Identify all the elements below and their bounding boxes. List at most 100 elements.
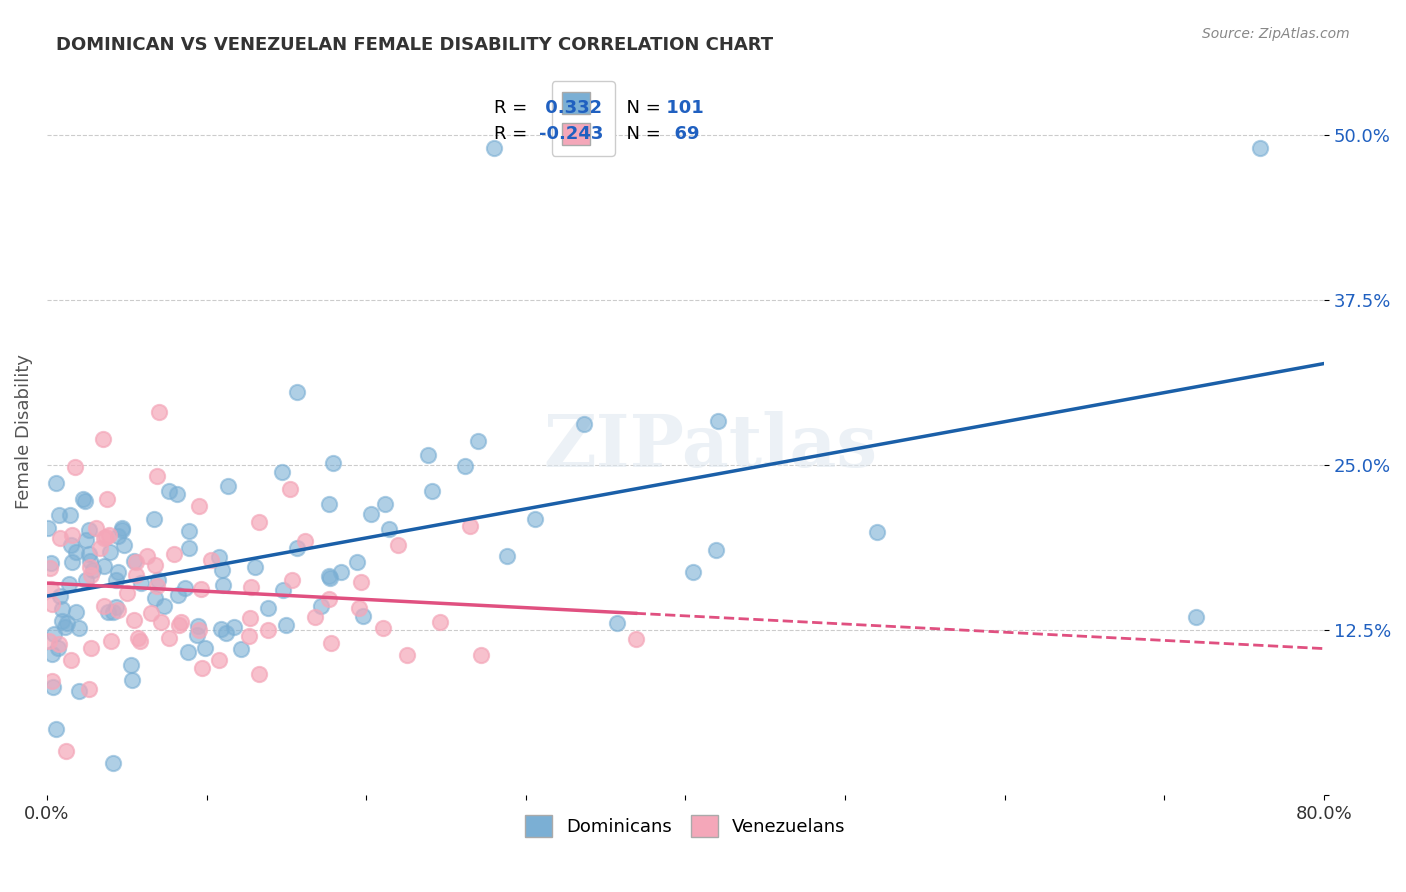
Dominicans [51, 614, 73, 628]
Venezuelans [39, 561, 62, 575]
Dominicans [112, 538, 135, 552]
Venezuelans [146, 468, 169, 483]
Dominicans [186, 628, 208, 642]
Text: 101: 101 [659, 100, 703, 118]
Dominicans [75, 573, 97, 587]
Venezuelans [170, 615, 193, 630]
Venezuelans [93, 599, 115, 614]
Dominicans [495, 549, 517, 564]
Dominicans [209, 623, 232, 637]
Dominicans [124, 554, 146, 568]
Dominicans [524, 512, 547, 526]
Dominicans [120, 658, 142, 673]
Dominicans [121, 673, 143, 687]
Dominicans [42, 680, 65, 694]
Venezuelans [89, 541, 111, 555]
Dominicans [55, 615, 77, 630]
Venezuelans [239, 611, 262, 625]
Dominicans [75, 533, 97, 548]
Dominicans [285, 385, 308, 400]
Venezuelans [41, 673, 63, 688]
Venezuelans [169, 618, 191, 632]
Venezuelans [94, 531, 117, 545]
Venezuelans [80, 641, 103, 656]
Venezuelans [100, 633, 122, 648]
Dominicans [82, 563, 104, 577]
Venezuelans [318, 592, 340, 607]
Text: -0.243: -0.243 [538, 125, 603, 143]
Dominicans [101, 756, 124, 770]
Venezuelans [129, 633, 152, 648]
Dominicans [454, 458, 477, 473]
Venezuelans [148, 405, 170, 419]
Text: R =: R = [494, 125, 533, 143]
Dominicans [222, 619, 245, 633]
Venezuelans [143, 558, 166, 572]
Dominicans [271, 465, 294, 479]
Dominicans [287, 541, 309, 556]
Dominicans [60, 538, 83, 552]
Dominicans [330, 566, 353, 580]
Venezuelans [39, 582, 62, 596]
Dominicans [682, 565, 704, 579]
Dominicans [212, 578, 235, 592]
Dominicans [152, 599, 174, 613]
Dominicans [416, 448, 439, 462]
Dominicans [176, 645, 198, 659]
Dominicans [360, 507, 382, 521]
Text: N =: N = [616, 125, 666, 143]
Venezuelans [139, 607, 162, 621]
Text: ZIPatlas: ZIPatlas [544, 411, 877, 482]
Venezuelans [135, 549, 157, 563]
Venezuelans [188, 499, 211, 513]
Dominicans [217, 479, 239, 493]
Dominicans [420, 483, 443, 498]
Text: R =: R = [494, 100, 533, 118]
Dominicans [37, 521, 59, 535]
Dominicans [574, 417, 596, 432]
Dominicans [107, 565, 129, 579]
Dominicans [605, 615, 627, 630]
Dominicans [319, 572, 342, 586]
Venezuelans [247, 515, 270, 529]
Dominicans [174, 581, 197, 595]
Venezuelans [188, 623, 211, 637]
Dominicans [179, 524, 201, 539]
Dominicans [374, 497, 396, 511]
Text: DOMINICAN VS VENEZUELAN FEMALE DISABILITY CORRELATION CHART: DOMINICAN VS VENEZUELAN FEMALE DISABILIT… [56, 36, 773, 54]
Dominicans [45, 723, 67, 737]
Venezuelans [125, 567, 148, 582]
Dominicans [53, 620, 76, 634]
Dominicans [42, 627, 65, 641]
Venezuelans [145, 579, 167, 593]
Dominicans [77, 523, 100, 537]
Dominicans [318, 497, 340, 511]
Venezuelans [387, 538, 409, 552]
Venezuelans [77, 681, 100, 696]
Dominicans [49, 590, 72, 604]
Dominicans [58, 577, 80, 591]
Dominicans [276, 617, 298, 632]
Dominicans [318, 569, 340, 583]
Venezuelans [458, 519, 481, 533]
Venezuelans [294, 534, 316, 549]
Dominicans [346, 555, 368, 569]
Venezuelans [80, 567, 103, 582]
Dominicans [129, 575, 152, 590]
Dominicans [98, 545, 121, 559]
Venezuelans [350, 574, 373, 589]
Dominicans [48, 508, 70, 522]
Venezuelans [41, 597, 63, 611]
Venezuelans [60, 527, 83, 541]
Dominicans [60, 555, 83, 569]
Venezuelans [238, 629, 260, 643]
Dominicans [271, 583, 294, 598]
Dominicans [48, 640, 70, 655]
Venezuelans [256, 624, 278, 638]
Dominicans [194, 641, 217, 656]
Venezuelans [107, 602, 129, 616]
Venezuelans [157, 632, 180, 646]
Dominicans [72, 491, 94, 506]
Dominicans [93, 559, 115, 574]
Venezuelans [55, 743, 77, 757]
